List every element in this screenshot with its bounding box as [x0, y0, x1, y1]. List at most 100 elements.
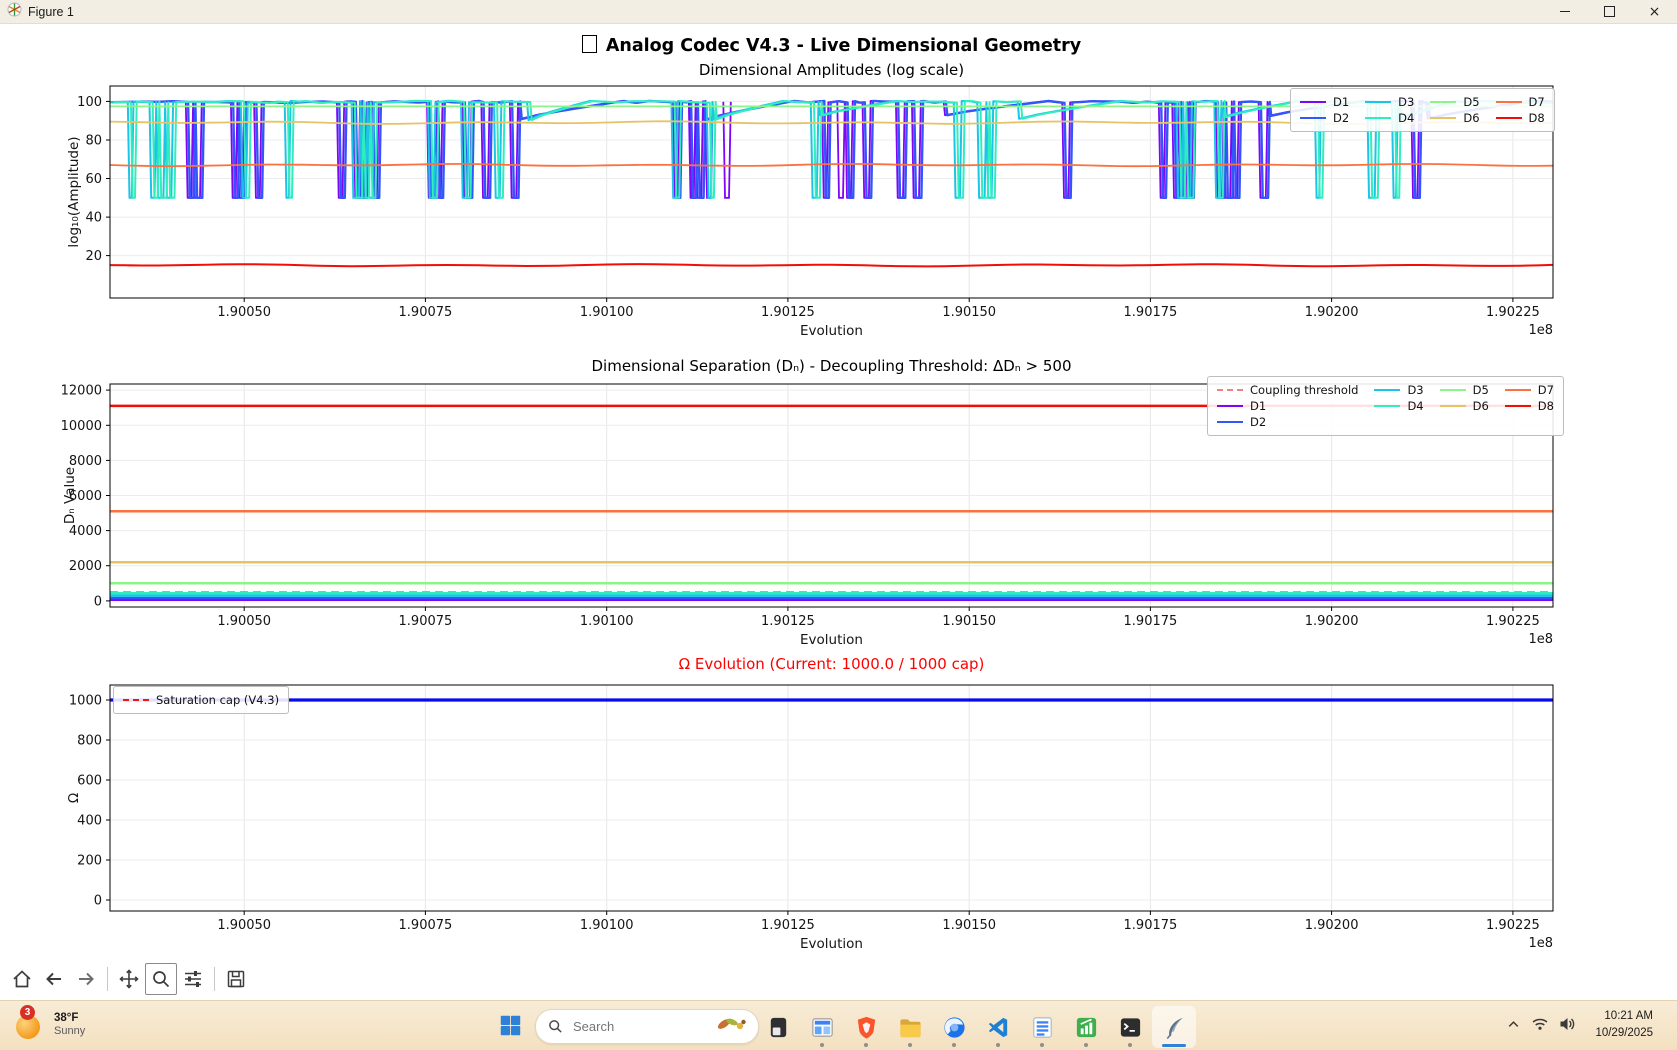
legend-item: D2 — [1217, 414, 1358, 430]
series-line-D8 — [109, 263, 1554, 268]
forward-button[interactable] — [70, 963, 102, 995]
save-button[interactable] — [220, 963, 252, 995]
legend-item: D1 — [1217, 398, 1358, 414]
pan-button[interactable] — [113, 963, 145, 995]
legend-line-sample — [1374, 389, 1401, 391]
terminal-icon — [1120, 1017, 1140, 1037]
running-indicator — [996, 1043, 1000, 1047]
legend-item: D3 — [1374, 382, 1424, 398]
close-button[interactable]: × — [1648, 3, 1661, 20]
y-axis-label: Ω — [66, 793, 82, 803]
y-tick-label: 10000 — [61, 419, 102, 434]
legend-line-sample — [1504, 405, 1531, 407]
app-file-explorer[interactable] — [888, 1006, 932, 1048]
window-title: Figure 1 — [28, 4, 74, 19]
search-input[interactable] — [571, 1018, 685, 1035]
vscode-icon — [988, 1017, 1007, 1037]
legend-line-sample — [1217, 405, 1243, 407]
taskbar-clock[interactable]: 10:21 AM 10/29/2025 — [1595, 1008, 1653, 1041]
running-indicator — [908, 1043, 912, 1047]
x-tick-label: 1.90225 — [1486, 614, 1540, 629]
separation-chart: 1.90050 1.90075 1.90100 1.90125 1.90150 1.901… — [61, 383, 1554, 648]
search-box[interactable] — [535, 1009, 759, 1044]
clock-date: 10/29/2025 — [1595, 1026, 1653, 1039]
legend-label: D5 — [1472, 383, 1489, 397]
running-indicator — [820, 1043, 824, 1047]
legend-label: D3 — [1398, 95, 1415, 109]
minimize-button[interactable] — [1542, 0, 1587, 23]
app-dark-panel[interactable] — [756, 1006, 800, 1048]
app-window[interactable] — [800, 1006, 844, 1048]
running-indicator — [952, 1043, 956, 1047]
toolbar-separator — [107, 967, 108, 991]
legend-line-sample — [1217, 421, 1243, 423]
legend-item: D5 — [1430, 94, 1480, 110]
legend-item: D6 — [1430, 110, 1480, 126]
axes-frame — [109, 684, 1554, 912]
legend-line-sample — [1495, 101, 1522, 103]
legend-label: Coupling threshold — [1250, 383, 1359, 397]
legend-item: D4 — [1365, 110, 1414, 126]
app-brave[interactable] — [844, 1006, 888, 1048]
y-tick-label: 60 — [85, 172, 102, 187]
window-titlebar: Figure 1 × — [0, 0, 1677, 24]
seasonal-leaves-icon — [714, 1013, 748, 1040]
running-indicator — [1084, 1043, 1088, 1047]
series-line-D1 — [722, 101, 732, 199]
windows-taskbar: 3 38°F Sunny — [0, 1000, 1677, 1050]
tray-chevron-up-icon[interactable] — [1505, 1016, 1522, 1038]
legend-label: D4 — [1398, 111, 1415, 125]
app-browser[interactable] — [932, 1006, 976, 1048]
y-axis-label: Dₙ Value — [62, 467, 78, 524]
y-tick-label: 80 — [85, 134, 102, 149]
running-indicator — [1040, 1043, 1044, 1047]
legend-line-sample — [1430, 101, 1457, 103]
weather-sun-icon: 3 — [14, 1005, 48, 1043]
legend-item: D8 — [1504, 398, 1554, 414]
legend-item: D1 — [1300, 94, 1349, 110]
legend-label: D1 — [1333, 95, 1350, 109]
legend-line-sample — [1495, 117, 1522, 119]
y-tick-label: 0 — [94, 894, 102, 909]
weather-temperature: 38°F — [54, 1011, 79, 1024]
app-matplotlib-figure[interactable] — [1152, 1006, 1196, 1048]
y-tick-label: 600 — [77, 774, 102, 789]
speaker-icon[interactable] — [1558, 1015, 1576, 1038]
x-tick-label: 1.90175 — [1124, 305, 1178, 320]
legend-line-sample — [1365, 101, 1392, 103]
clock-time: 10:21 AM — [1604, 1010, 1653, 1022]
missing-glyph-icon — [581, 35, 597, 53]
amplitudes-legend: D1 D2 D3 D4 D5 D6 D7 D8 — [1290, 88, 1555, 132]
y-axis-label: log₁₀(Amplitude) — [66, 136, 82, 247]
legend-line-sample — [1439, 389, 1466, 391]
legend-item: Saturation cap (V4.3) — [123, 692, 279, 708]
x-axis-offset-label: 1e8 — [1528, 936, 1553, 951]
app-notes[interactable] — [1020, 1006, 1064, 1048]
running-indicator — [1128, 1043, 1132, 1047]
x-tick-label: 1.90225 — [1486, 918, 1540, 933]
brave-icon — [857, 1016, 875, 1039]
x-tick-label: 1.90075 — [399, 614, 453, 629]
x-tick-label: 1.90050 — [217, 614, 271, 629]
x-tick-label: 1.90050 — [217, 305, 271, 320]
start-button[interactable] — [498, 1013, 523, 1038]
x-tick-label: 1.90050 — [217, 918, 271, 933]
home-button[interactable] — [6, 963, 38, 995]
subplots-button[interactable] — [177, 963, 209, 995]
search-icon — [548, 1019, 563, 1034]
app-excel[interactable] — [1064, 1006, 1108, 1048]
app-vscode[interactable] — [976, 1006, 1020, 1048]
weather-widget[interactable]: 3 38°F Sunny — [14, 1005, 85, 1043]
back-button[interactable] — [38, 963, 70, 995]
x-tick-label: 1.90075 — [399, 918, 453, 933]
x-tick-label: 1.90175 — [1124, 918, 1178, 933]
x-tick-label: 1.90150 — [942, 305, 996, 320]
maximize-button[interactable] — [1587, 0, 1632, 23]
x-axis-label: Evolution — [800, 936, 863, 952]
app-terminal[interactable] — [1108, 1006, 1152, 1048]
legend-item: D2 — [1300, 110, 1349, 126]
active-app-indicator — [1162, 1044, 1186, 1047]
wifi-icon[interactable] — [1531, 1015, 1549, 1038]
zoom-button[interactable] — [145, 963, 177, 995]
x-tick-label: 1.90125 — [761, 305, 815, 320]
